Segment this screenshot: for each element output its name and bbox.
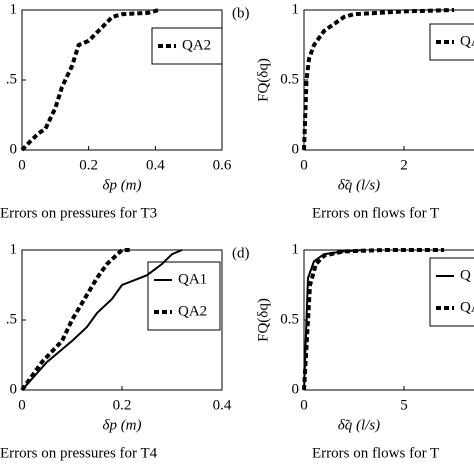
caption: Errors on pressures for T4 <box>0 445 158 461</box>
x-tick-label: 0 <box>300 157 308 173</box>
caption: Errors on flows for T <box>312 205 439 221</box>
x-axis-label: δ̃q (l/s) <box>338 417 380 433</box>
y-tick-label: .5 <box>6 311 17 327</box>
legend-box <box>429 257 474 327</box>
x-tick-label: 0 <box>18 157 26 173</box>
y-tick-label: 1 <box>10 241 18 257</box>
panel-label: (d) <box>232 245 250 261</box>
y-tick-label: 0 <box>10 141 18 157</box>
legend-box <box>151 27 223 65</box>
cdf-line <box>302 8 455 151</box>
x-tick-label: 0 <box>18 397 26 413</box>
x-tick-label: 0.2 <box>79 157 98 173</box>
legend-label: QA2 <box>178 303 207 319</box>
x-axis-label: δp (m) <box>102 177 141 193</box>
y-tick-label: 0.5 <box>280 311 299 327</box>
x-tick-label: 0.4 <box>213 397 232 413</box>
caption: Errors on pressures for T3 <box>0 205 157 221</box>
x-tick-label: 0.6 <box>213 157 232 173</box>
cdf-line <box>20 248 132 392</box>
y-tick-label: 1 <box>10 1 18 17</box>
legend-label: QA <box>460 299 474 315</box>
y-tick-label: 1 <box>292 1 300 17</box>
legend-label: QA <box>460 33 474 49</box>
y-tick-label: 0.5 <box>280 71 299 87</box>
x-tick-label: 0.2 <box>113 397 132 413</box>
y-axis-label: FQ(δq) <box>255 58 271 102</box>
y-tick-label: .5 <box>6 71 17 87</box>
x-tick-label: 0.4 <box>146 157 165 173</box>
x-tick-label: 0 <box>300 397 308 413</box>
y-tick-label: 0 <box>292 381 300 397</box>
legend-label: Q <box>460 267 471 283</box>
legend-label: QA1 <box>178 271 207 287</box>
cdf-line <box>20 8 160 152</box>
x-axis-label: δp (m) <box>102 417 141 433</box>
y-axis-label: FQ(δq) <box>255 298 271 342</box>
cdf-line <box>21 249 183 391</box>
x-tick-label: 5 <box>400 397 408 413</box>
x-axis-label: δ̃q (l/s) <box>338 177 380 193</box>
caption: Errors on flows for T <box>312 445 439 461</box>
legend-label: QA2 <box>182 37 211 53</box>
y-tick-label: 1 <box>292 241 300 257</box>
y-tick-label: 0 <box>292 141 300 157</box>
cdf-line <box>302 248 444 391</box>
y-tick-label: 0 <box>10 381 18 397</box>
x-tick-label: 2 <box>400 157 408 173</box>
legend-box <box>147 261 221 331</box>
panel-label: (b) <box>232 5 250 21</box>
cdf-line <box>303 249 365 391</box>
